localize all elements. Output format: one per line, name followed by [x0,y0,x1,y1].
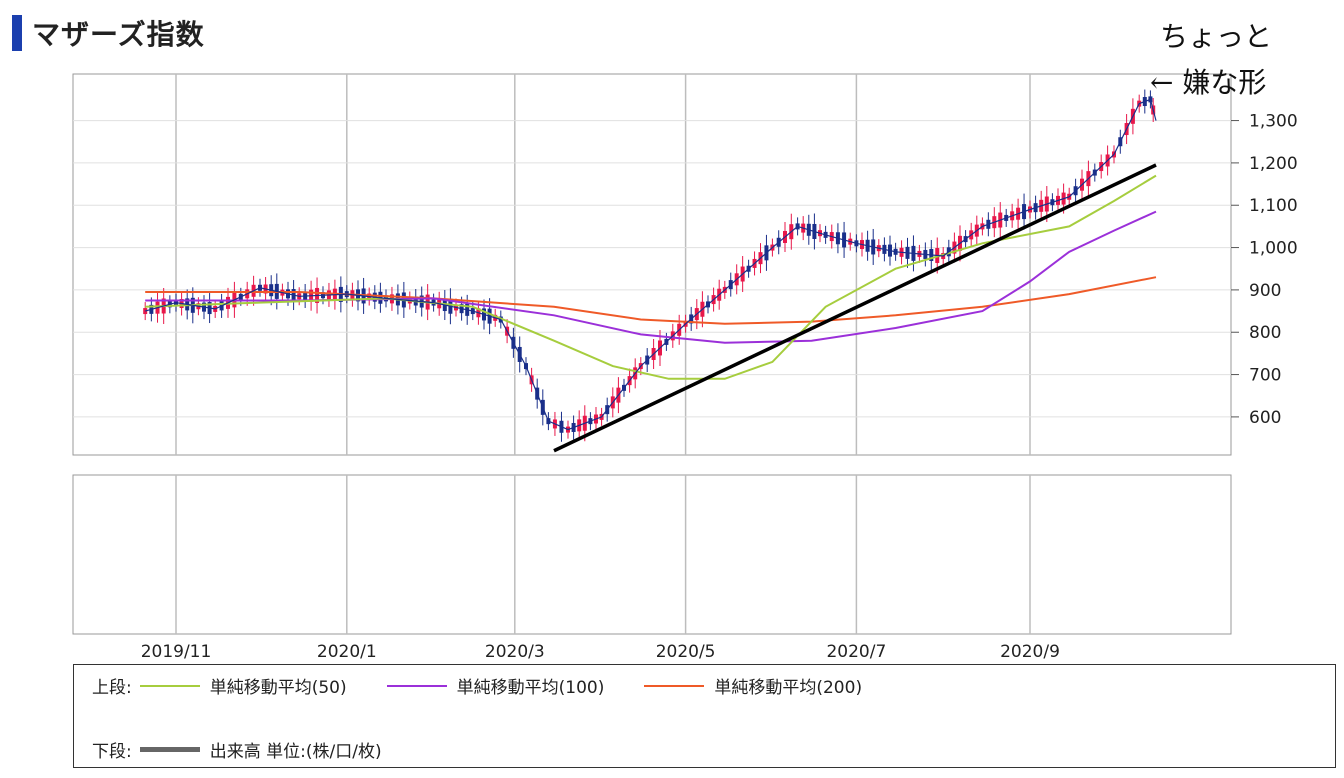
annotation-line-1: ちょっと [1160,20,1272,53]
ma200-line [145,276,1157,325]
legend-upper-row: 上段: 単純移動平均(50) 単純移動平均(100) 単純移動平均(200) [92,673,902,698]
chart-title-bar: マザーズ指数 [12,10,205,56]
legend-upper-label: 上段: [92,678,132,698]
legend-item-ma50: 単純移動平均(50) [139,673,347,698]
legend-lower-row: 下段: 出来高 単位:(株/口/枚) [92,737,422,762]
page-title: マザーズ指数 [32,18,205,51]
ma100-line [145,210,1157,344]
legend-item-ma100: 単純移動平均(100) [386,673,605,698]
y-tick-label: 600 [1249,408,1281,428]
volume-panel-frame [72,474,1232,635]
legend-lower-label: 下段: [92,742,132,762]
y-tick-label: 1,000 [1249,239,1298,259]
price-line [145,98,1157,431]
ma200-swatch [644,684,705,687]
legend-item-ma200: 単純移動平均(200) [644,673,862,698]
price-panel-frame [72,73,1232,456]
legend-ma200-label: 単純移動平均(200) [714,678,863,698]
x-tick-label: 2020/7 [826,642,886,662]
ma50-swatch [139,684,200,687]
volume-panel [72,474,1232,635]
ma100-swatch [386,684,447,687]
handwritten-annotation: ちょっと ← 嫌な形 [1150,20,1272,99]
y-tick-label: 700 [1249,366,1281,386]
y-tick-label: 1,100 [1249,196,1298,216]
title-accent-bar [12,15,22,51]
y-tick-label: 900 [1249,281,1281,301]
y-tick-label: 1,200 [1249,154,1298,174]
legend-ma100-label: 単純移動平均(100) [456,678,605,698]
x-tick-label: 2020/1 [317,642,377,662]
legend-item-volume: 出来高 単位:(株/口/枚) [139,737,382,762]
y-tick-label: 800 [1249,323,1281,343]
support-trendline [553,163,1157,453]
price-panel: 600 700 800 900 1,000 1,100 1,200 1,300 [72,73,1298,456]
annotation-line-2: ← 嫌な形 [1150,66,1266,99]
volume-swatch [139,747,200,752]
x-tick-label: 2020/5 [656,642,716,662]
x-tick-label: 2020/9 [1000,642,1060,662]
x-tick-label: 2019/11 [141,642,212,662]
legend-volume-label: 出来高 単位:(株/口/枚) [209,742,382,762]
legend: 上段: 単純移動平均(50) 単純移動平均(100) 単純移動平均(200) 下… [73,664,1336,768]
y-tick-label: 1,300 [1249,112,1298,132]
legend-ma50-label: 単純移動平均(50) [209,678,347,698]
x-tick-label: 2020/3 [485,642,545,662]
chart-area: 600 700 800 900 1,000 1,100 1,200 1,300 2019/11… [72,20,1298,662]
